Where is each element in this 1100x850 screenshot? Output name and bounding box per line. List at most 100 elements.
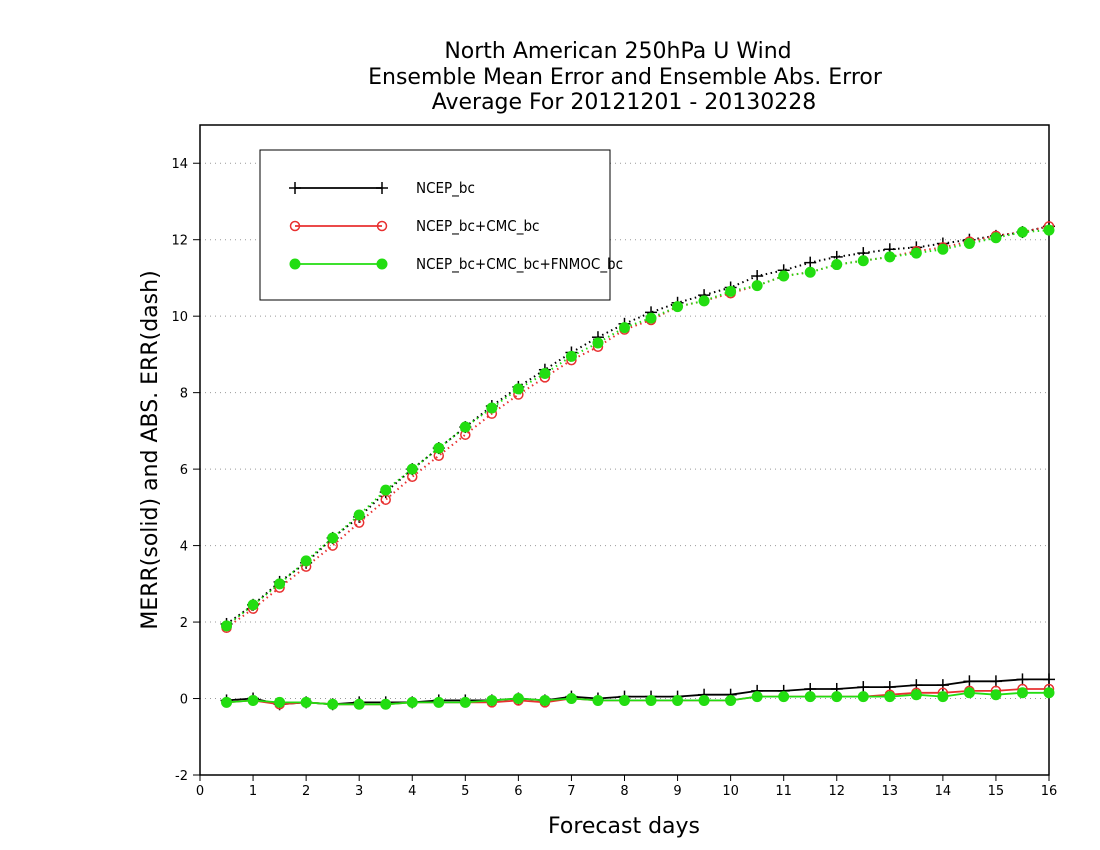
legend-marker (289, 220, 301, 232)
mean-err-point (592, 694, 604, 706)
abs-err-point (512, 383, 524, 395)
x-axis: 0 1 2 3 4 5 6 7 8 9 10 11 12 13 14 15 16 (196, 775, 1057, 799)
abs-err-point (380, 484, 392, 496)
mean-err-point (565, 693, 577, 705)
legend-item-0: NCEP_bc (289, 179, 475, 198)
mean-err-point (300, 696, 312, 708)
mean-err-point (910, 679, 923, 692)
x-tick-label: 15 (988, 784, 1005, 799)
abs-err-point (645, 312, 657, 324)
x-tick-label: 13 (882, 784, 899, 799)
legend-marker (376, 220, 388, 232)
mean-err-point (1016, 687, 1028, 699)
x-tick-label: 8 (620, 784, 628, 799)
x-tick-label: 5 (461, 784, 469, 799)
mean-err-point (486, 694, 498, 706)
x-tick-label: 16 (1041, 784, 1058, 799)
mean-err-point (910, 689, 922, 701)
x-tick-label: 10 (722, 784, 739, 799)
abs-err-point (486, 402, 498, 414)
y-tick-label: 14 (171, 157, 188, 172)
abs-err-point (751, 270, 764, 283)
mean-err-point (1043, 673, 1055, 686)
abs-err-point (804, 266, 816, 278)
legend-item-1: NCEP_bc+CMC_bc (289, 217, 539, 236)
abs-err-point (459, 421, 471, 433)
mean-err-point (778, 691, 790, 703)
legend: NCEP_bc NCEP_bc+CMC_bc NCEP_bc+CMC_bc+FNMO… (259, 149, 623, 301)
chart-title-line-3: Average For 20121201 - 20130228 (432, 90, 817, 115)
mean-err-point (990, 689, 1002, 701)
y-axis-title: MERR(solid) and ABS. ERR(dash) (138, 270, 163, 629)
mean-err-point (1016, 673, 1029, 686)
x-tick-label: 0 (196, 784, 204, 799)
y-tick-label: 0 (180, 693, 188, 708)
mean-err-point (380, 698, 392, 710)
mean-err-point (221, 696, 233, 708)
abs-err-point (353, 509, 365, 521)
mean-err-point (857, 681, 870, 694)
abs-err-point (274, 578, 286, 590)
legend-label: NCEP_bc+CMC_bc (416, 217, 539, 236)
x-tick-label: 14 (935, 784, 952, 799)
mean-err-point (963, 675, 976, 688)
series-layer (220, 220, 1055, 711)
abs-err-point (221, 620, 233, 632)
mean-err-point (804, 691, 816, 703)
x-tick-label: 7 (567, 784, 575, 799)
abs-err-point (751, 280, 763, 292)
mean-err-point (884, 691, 896, 703)
legend-marker (289, 258, 301, 270)
y-axis: -2 0 2 4 6 8 10 12 14 (171, 157, 200, 784)
abs-err-point (990, 232, 1002, 244)
mean-err-point (539, 694, 551, 706)
mean-err-point (698, 694, 710, 706)
chart-title-line-2: Ensemble Mean Error and Ensemble Abs. Er… (368, 65, 883, 90)
mean-err-point (725, 694, 737, 706)
x-tick-label: 6 (514, 784, 522, 799)
mean-err-point (247, 694, 259, 706)
mean-err-point (327, 698, 339, 710)
mean-err-point (1043, 687, 1055, 699)
mean-err-point (274, 696, 286, 708)
y-tick-label: -2 (175, 769, 188, 784)
y-tick-label: 8 (180, 387, 188, 402)
mean-err-point (831, 691, 843, 703)
legend-marker (376, 258, 388, 270)
legend-marker (289, 182, 301, 194)
mean-err-point (989, 675, 1002, 688)
x-tick-label: 4 (408, 784, 416, 799)
abs-err-point (565, 350, 577, 362)
mean-err-point (406, 696, 418, 708)
abs-err-point (910, 247, 922, 259)
x-tick-label: 9 (673, 784, 681, 799)
abs-err-point (937, 243, 949, 255)
abs-err-point (247, 599, 259, 611)
x-axis-title: Forecast days (548, 814, 700, 839)
abs-err-point (672, 301, 684, 313)
x-tick-label: 11 (775, 784, 792, 799)
abs-err-point (539, 368, 551, 380)
abs-err-point (884, 251, 896, 263)
abs-err-line (225, 225, 1050, 629)
abs-err-point (698, 295, 710, 307)
abs-err-point (804, 256, 817, 269)
mean-err-point (751, 691, 763, 703)
x-tick-label: 12 (828, 784, 845, 799)
x-tick-label: 3 (355, 784, 363, 799)
abs-err-point (1043, 224, 1055, 236)
abs-err-point (300, 555, 312, 567)
abs-err-point (327, 532, 339, 544)
mean-err-point (937, 691, 949, 703)
x-tick-label: 1 (249, 784, 257, 799)
abs-err-point (963, 238, 975, 250)
abs-err-point (433, 442, 445, 454)
series-2 (221, 224, 1055, 710)
mean-err-point (459, 696, 471, 708)
y-tick-label: 2 (180, 616, 188, 631)
legend-label: NCEP_bc+CMC_bc+FNMOC_bc (416, 255, 623, 274)
y-tick-label: 10 (171, 310, 188, 325)
mean-err-point (353, 698, 365, 710)
y-tick-label: 4 (180, 540, 188, 555)
